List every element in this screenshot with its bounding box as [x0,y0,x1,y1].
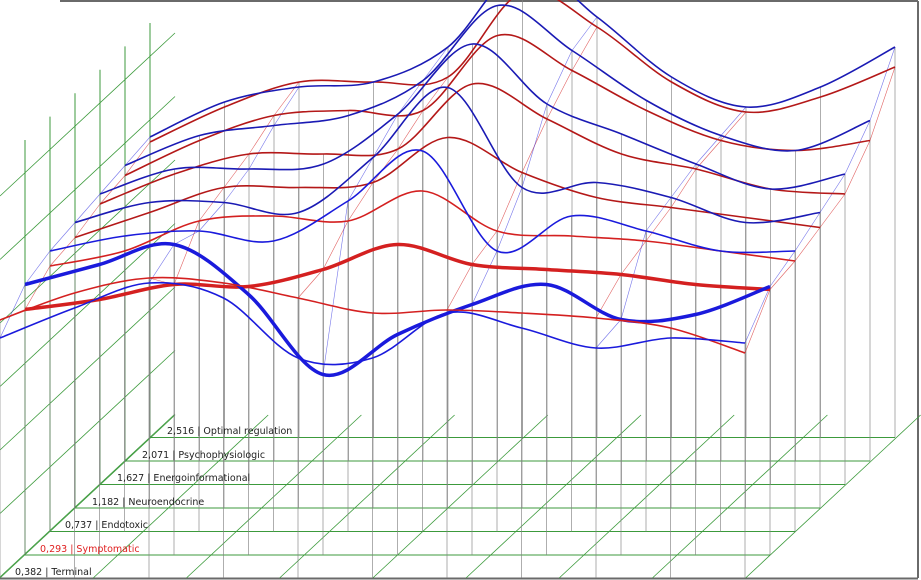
series-blue-3 [74,86,821,224]
row-label-psychophysiologic: 2,071 | Psychophysiologic [142,450,265,461]
series-red-1 [24,242,771,312]
row-label-endotoxic: 0,737 | Endotoxic [65,520,148,531]
series-red-6 [149,0,896,143]
row-label-energoinformational: 1,627 | Energoinformational [117,473,250,484]
series-red-0 [0,276,746,354]
row-label-terminal: 0,382 | Terminal [15,567,92,578]
row-label-symptomatic: 0,293 | Symptomatic [40,544,140,555]
series-blue-0 [0,281,746,366]
series-red-4 [99,82,846,205]
series-blue-2 [49,149,796,254]
series-red-5 [124,33,871,177]
row-label-neuroendocrine: 1,182 | Neuroendocrine [92,497,204,508]
series-red-2 [49,190,796,267]
drop-lines [0,0,896,578]
series-red-3 [74,136,821,239]
series-blue-6 [149,0,896,138]
row-label-optimal-regulation: 2,516 | Optimal regulation [167,426,292,437]
series-blue-4 [99,43,846,195]
series-blue-5 [124,4,871,167]
ribbon-series [0,0,896,378]
row-labels: 2,516 | Optimal regulation 2,071 | Psych… [15,426,292,578]
